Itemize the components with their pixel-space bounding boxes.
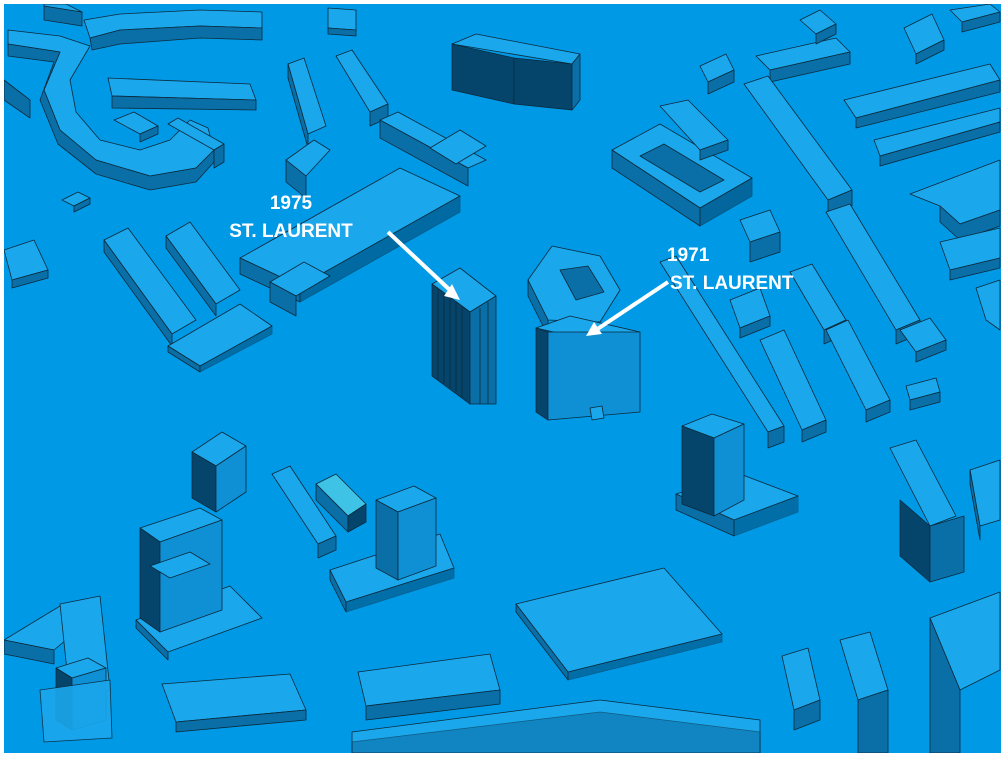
label-number: 1971 xyxy=(667,245,710,266)
building xyxy=(285,139,331,199)
building-1975-st-laurent xyxy=(431,267,497,405)
building xyxy=(949,3,1001,33)
building xyxy=(165,221,241,317)
building xyxy=(107,77,257,111)
building xyxy=(659,99,729,161)
building xyxy=(357,653,501,721)
building xyxy=(3,239,49,289)
building xyxy=(825,319,891,423)
building xyxy=(61,191,91,213)
building xyxy=(843,63,1001,129)
building xyxy=(909,159,1001,241)
building xyxy=(167,303,273,373)
building xyxy=(939,227,1001,281)
building xyxy=(335,49,389,127)
building xyxy=(379,111,487,187)
building-1971-st-laurent xyxy=(527,245,641,421)
building xyxy=(271,465,337,559)
building xyxy=(889,439,965,583)
building xyxy=(191,431,247,513)
building xyxy=(903,13,945,65)
arrow-1975 xyxy=(386,230,460,300)
building xyxy=(351,699,761,754)
building xyxy=(839,631,889,754)
building xyxy=(167,117,225,169)
building xyxy=(899,317,947,363)
arrow-1971 xyxy=(586,280,670,336)
building xyxy=(113,111,159,143)
building xyxy=(269,261,331,317)
building xyxy=(611,123,753,227)
building-highlight xyxy=(315,473,367,533)
building xyxy=(975,279,1001,331)
building xyxy=(451,33,581,111)
building xyxy=(781,647,821,731)
building xyxy=(675,413,799,537)
label-street: ST. LAURENT xyxy=(229,221,353,242)
building xyxy=(327,7,357,37)
building xyxy=(161,673,307,733)
building xyxy=(329,485,455,613)
building xyxy=(929,591,1001,754)
label-street: ST. LAURENT xyxy=(670,273,794,294)
building xyxy=(43,3,83,27)
building xyxy=(515,567,723,681)
building xyxy=(873,107,1001,167)
building xyxy=(729,287,771,339)
building xyxy=(739,209,781,263)
building xyxy=(755,37,851,83)
building xyxy=(83,9,263,51)
label-1971-st-laurent: 1971 ST. LAURENT xyxy=(667,242,794,298)
label-number: 1975 xyxy=(269,193,313,214)
building xyxy=(659,255,785,449)
building xyxy=(135,507,263,661)
building xyxy=(39,595,113,743)
building xyxy=(905,377,941,411)
building xyxy=(799,9,837,45)
building xyxy=(969,459,1001,541)
label-1975-st-laurent: 1975 ST. LAURENT xyxy=(211,190,371,246)
building xyxy=(7,29,215,191)
building xyxy=(759,329,827,443)
building xyxy=(699,53,735,95)
